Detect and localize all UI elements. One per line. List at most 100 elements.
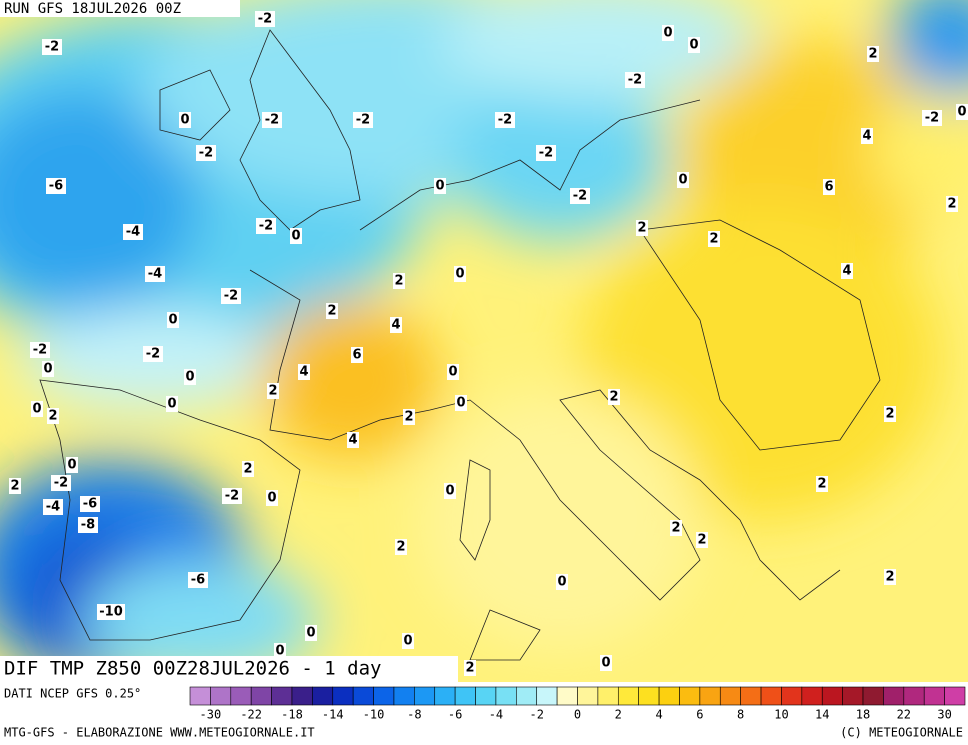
contour-label-bg — [9, 478, 21, 494]
contour-label-bg — [166, 396, 178, 412]
colorbar-label: -8 — [407, 708, 421, 722]
contour-label-bg — [42, 39, 62, 55]
colorbar-swatch — [495, 686, 517, 706]
contour-label: 0 — [275, 644, 284, 659]
contour-label-bg — [536, 145, 556, 161]
contour-label-bg — [956, 104, 968, 120]
field-box — [0, 656, 458, 682]
contour-label-bg — [455, 395, 467, 411]
contour-label-bg — [495, 112, 515, 128]
contour-label: -2 — [925, 111, 939, 126]
colorbar-swatch — [679, 686, 701, 706]
contour-label-bg — [351, 347, 363, 363]
contour-label: -2 — [224, 289, 238, 304]
contour-label-bg — [347, 432, 359, 448]
contour-label: 2 — [243, 462, 252, 477]
contour-label: 2 — [48, 409, 57, 424]
contour-label: 2 — [697, 533, 706, 548]
colorbar-label: 0 — [574, 708, 581, 722]
contour-label: -6 — [191, 573, 205, 588]
contour-label-bg — [78, 517, 98, 533]
contour-label: 0 — [185, 370, 194, 385]
contour-label: -8 — [81, 518, 95, 533]
contour-label-bg — [221, 288, 241, 304]
run-box — [0, 0, 240, 17]
contour-label: 0 — [43, 362, 52, 377]
contour-label: 0 — [455, 267, 464, 282]
colorbar-swatch — [516, 686, 538, 706]
contour-label: -2 — [498, 113, 512, 128]
colorbar-label: 10 — [774, 708, 788, 722]
contour-label: -10 — [99, 605, 123, 620]
contour-label: -2 — [628, 73, 642, 88]
colorbar-swatch — [658, 686, 680, 706]
colorbar-label: 18 — [856, 708, 870, 722]
copyright-label: (C) METEOGIORNALE — [840, 726, 963, 740]
contour-label: 6 — [352, 348, 361, 363]
field-label: DIF TMP Z850 00Z28JUL2026 - 1 day — [4, 658, 382, 680]
colorbar-swatch — [271, 686, 293, 706]
contour-label: 0 — [167, 397, 176, 412]
contour-label-bg — [242, 461, 254, 477]
contour-label-bg — [196, 145, 216, 161]
colorbar-swatch — [434, 686, 456, 706]
contour-label-bg — [677, 172, 689, 188]
colorbar-swatch — [556, 686, 578, 706]
contour-label: 2 — [268, 384, 277, 399]
contour-label-bg — [30, 342, 50, 358]
contour-label-bg — [46, 178, 66, 194]
contour-label: 0 — [445, 484, 454, 499]
colorbar-label: -2 — [529, 708, 543, 722]
contour-label-bg — [608, 389, 620, 405]
contour-label: 6 — [824, 180, 833, 195]
contour-label: -2 — [225, 489, 239, 504]
contour-label: 0 — [267, 491, 276, 506]
colorbar-swatch — [189, 686, 211, 706]
contour-label-bg — [305, 625, 317, 641]
contour-label-bg — [326, 303, 338, 319]
contour-label-bg — [80, 496, 100, 512]
contour-label-bg — [447, 364, 459, 380]
colorbar-swatch — [373, 686, 395, 706]
contour-label: -2 — [54, 476, 68, 491]
colorbar-label: 8 — [737, 708, 744, 722]
contour-label-bg — [600, 655, 612, 671]
colorbar-swatch — [536, 686, 558, 706]
contour-label-bg — [816, 476, 828, 492]
source-label: DATI NCEP GFS 0.25° — [4, 687, 141, 701]
contour-label: 2 — [396, 540, 405, 555]
colorbar-swatch — [883, 686, 905, 706]
contour-label-bg — [662, 25, 674, 41]
contour-label-bg — [179, 112, 191, 128]
colorbar-swatch — [760, 686, 782, 706]
contour-label-bg — [393, 273, 405, 289]
colorbar-swatch — [862, 686, 884, 706]
colorbar-swatch — [821, 686, 843, 706]
colorbar-swatch — [617, 686, 639, 706]
contour-label: 2 — [885, 407, 894, 422]
contour-label: 2 — [394, 274, 403, 289]
colorbar-label: -18 — [281, 708, 303, 722]
colorbar-swatch — [781, 686, 803, 706]
contour-label: 2 — [885, 570, 894, 585]
contour-label-bg — [66, 457, 78, 473]
contour-label-bg — [434, 178, 446, 194]
contour-label: -6 — [49, 179, 63, 194]
contour-label-bg — [167, 312, 179, 328]
colorbar-label: 6 — [696, 708, 703, 722]
contour-label-bg — [841, 263, 853, 279]
contour-label: 2 — [465, 661, 474, 676]
contour-label: -2 — [259, 219, 273, 234]
contour-label-bg — [636, 220, 648, 236]
contour-label-bg — [274, 643, 286, 659]
colorbar-swatch — [923, 686, 945, 706]
contour-label: 2 — [609, 390, 618, 405]
contour-label-bg — [42, 361, 54, 377]
credit-label: MTG-GFS - ELABORAZIONE WWW.METEOGIORNALE… — [4, 726, 315, 740]
contour-label-bg — [454, 266, 466, 282]
colorbar-swatch — [944, 686, 966, 706]
contour-label-bg — [255, 11, 275, 27]
